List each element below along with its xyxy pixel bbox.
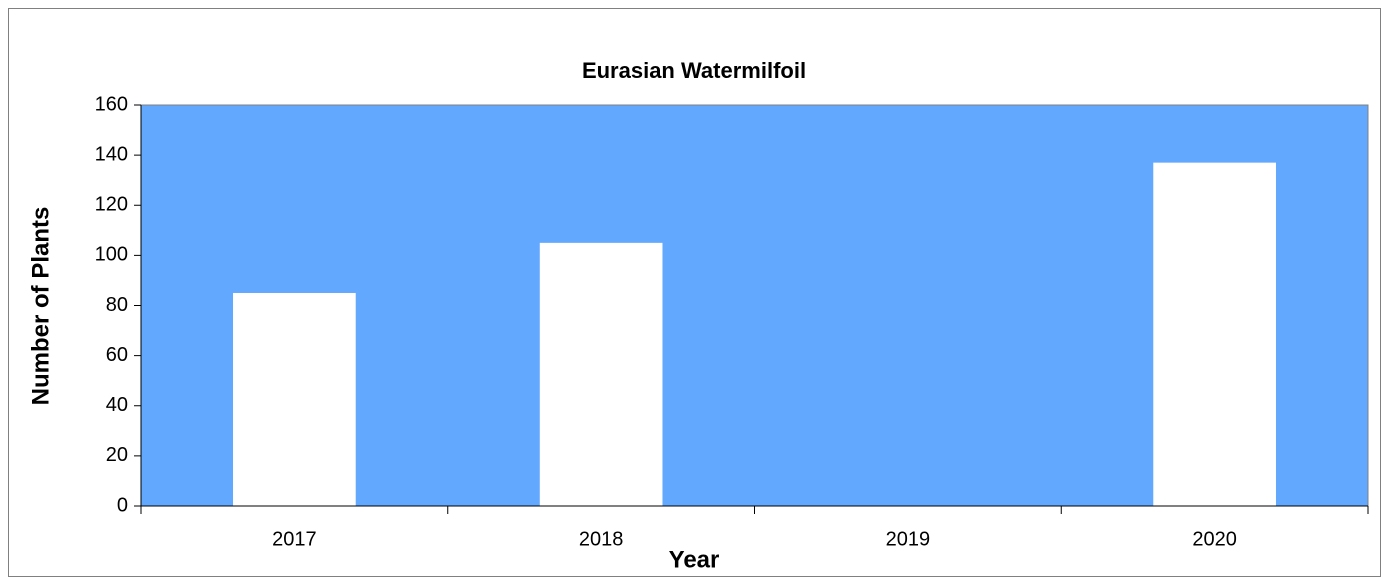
bar bbox=[233, 292, 356, 506]
y-tick-label: 40 bbox=[106, 394, 128, 416]
y-tick-label: 160 bbox=[95, 93, 128, 115]
y-tick-label: 120 bbox=[95, 194, 128, 216]
bar bbox=[539, 242, 663, 506]
x-axis-label: Year bbox=[669, 546, 720, 573]
y-tick-label: 80 bbox=[106, 294, 128, 316]
y-tick-label: 0 bbox=[117, 494, 128, 516]
x-tick-label: 2018 bbox=[579, 528, 624, 550]
y-tick-label: 140 bbox=[95, 143, 128, 165]
y-axis-label: Number of Plants bbox=[27, 207, 54, 406]
y-tick-label: 60 bbox=[106, 344, 128, 366]
y-tick-label: 100 bbox=[95, 244, 128, 266]
y-tick-label: 20 bbox=[106, 444, 128, 466]
x-tick-label: 2019 bbox=[886, 528, 931, 550]
x-tick-label: 2017 bbox=[272, 528, 317, 550]
bar bbox=[1153, 162, 1276, 507]
x-tick-label: 2020 bbox=[1192, 528, 1237, 550]
chart-title: Eurasian Watermilfoil bbox=[582, 58, 806, 83]
